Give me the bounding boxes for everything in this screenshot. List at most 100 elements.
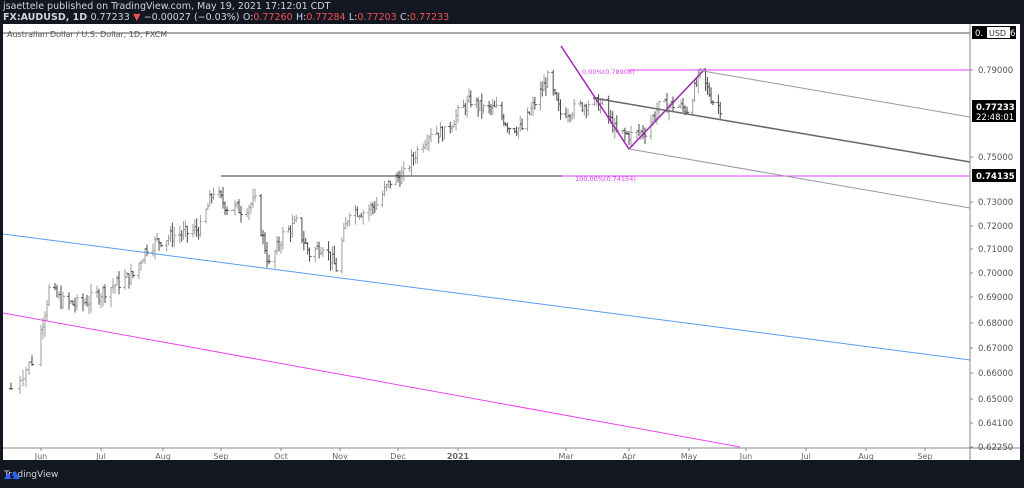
high-value: 0.77284	[306, 12, 346, 23]
ohlc-bar	[438, 121, 443, 138]
ohlc-bar	[57, 291, 61, 300]
ohlc-bar	[624, 130, 629, 136]
close-label: C:	[400, 12, 410, 23]
price-tick: 0.66000	[978, 369, 1013, 379]
ohlc-bar	[525, 107, 530, 131]
ohlc-bar	[225, 206, 229, 216]
ohlc-bar	[53, 283, 57, 291]
ohlc-bar	[545, 70, 550, 88]
pitchfork-path[interactable]	[560, 45, 704, 151]
ohlc-bar	[223, 201, 227, 216]
ohlc-bar	[109, 286, 113, 308]
ohlc-bar	[334, 257, 339, 272]
ohlc-bar	[239, 205, 243, 223]
ohlc-bar	[75, 294, 79, 311]
ohlc-bar	[442, 126, 447, 140]
ohlc-bar	[572, 99, 577, 120]
tradingview-logo-icon	[4, 471, 20, 479]
ohlc-bar	[718, 101, 723, 119]
price-tick: 0.71000	[978, 245, 1013, 255]
ohlc-bar	[131, 271, 135, 279]
price-tick: 0.79000	[978, 66, 1013, 76]
magenta-trendline[interactable]	[3, 312, 741, 448]
price-tick: 0.75000	[978, 153, 1013, 163]
pitchfork-upper[interactable]	[702, 70, 971, 118]
time-tick: May	[681, 452, 698, 460]
ohlc-bar	[89, 283, 93, 313]
ohlc-bar	[43, 311, 47, 337]
ohlc-bar	[454, 109, 459, 131]
ohlc-bar	[368, 201, 373, 217]
price-tick: 0.68000	[978, 319, 1013, 329]
ohlc-bar	[382, 181, 387, 197]
last-price: 0.77233	[90, 12, 130, 23]
publish-line: jsaettele published on TradingView.com, …	[3, 1, 331, 12]
ohlc-bar	[259, 193, 263, 237]
chart-title: Australian Dollar / U.S. Dollar, 1D, FXC…	[7, 30, 167, 39]
last-price-badge	[972, 100, 1016, 122]
ohlc-bar	[103, 284, 107, 303]
ohlc-bar	[21, 369, 25, 387]
ohlc-bar	[59, 285, 63, 310]
ohlc-bar	[532, 96, 537, 110]
chart-panel[interactable]: Australian Dollar / U.S. Dollar, 1D, FXC…	[3, 24, 1020, 460]
ohlc-bar	[367, 204, 371, 222]
ohlc-bar	[137, 262, 141, 279]
fib-100-label: 100.00%(0.74154)	[575, 175, 636, 183]
ohlc-bar	[328, 251, 333, 271]
ohlc-bar	[372, 201, 377, 214]
ohlc-bar	[380, 190, 385, 208]
blue-trendline[interactable]	[3, 233, 971, 361]
ohlc-bar	[353, 204, 358, 225]
low-label: L:	[348, 12, 358, 23]
price-tick: 0.72000	[978, 222, 1013, 232]
ohlc-bar	[568, 114, 573, 123]
ohlc-bar	[151, 243, 155, 257]
time-tick: Sep	[213, 452, 228, 460]
price-tick: 0.65000	[978, 395, 1013, 405]
ohlc-bars	[9, 68, 723, 395]
low-value: 0.77203	[357, 12, 397, 23]
ohlc-bar	[27, 361, 31, 375]
ohlc-bar	[388, 180, 393, 189]
time-tick: Aug	[858, 452, 874, 460]
ohlc-bar	[332, 245, 337, 265]
ohlc-bar	[47, 284, 51, 307]
ohlc-bar	[198, 215, 203, 237]
ohlc-bar	[622, 127, 627, 141]
currency-badge[interactable]	[987, 27, 1010, 38]
symbol: FX:AUDUSD, 1D	[3, 12, 88, 23]
ohlc-bar	[139, 259, 143, 271]
ohlc-bar	[450, 124, 455, 133]
time-tick: Jul	[95, 452, 106, 460]
ohlc-bar	[99, 292, 103, 309]
ohlc-bar	[507, 127, 512, 135]
ohlc-bar	[101, 285, 105, 307]
ohlc-bar	[318, 246, 323, 256]
ohlc-bar	[637, 123, 641, 137]
time-tick: Aug	[155, 452, 171, 460]
ohlc-bar	[155, 232, 159, 242]
ohlc-bar	[129, 263, 133, 285]
svg-text:0.: 0.	[975, 29, 983, 39]
tradingview-brand[interactable]: TradingView	[4, 470, 58, 480]
ohlc-bar	[468, 90, 473, 108]
ohlc-bar	[111, 277, 115, 294]
ohlc-bar	[481, 103, 486, 114]
ohlc-bar	[97, 288, 101, 305]
ohlc-bar	[677, 104, 681, 109]
price-tick: 0.62250	[978, 443, 1013, 453]
change: −0.00027 (−0.03%)	[143, 12, 240, 23]
pitchfork-median[interactable]	[592, 97, 971, 163]
price-chart[interactable]: Australian Dollar / U.S. Dollar, 1D, FXC…	[3, 24, 1020, 460]
time-tick: Apr	[622, 452, 637, 460]
close-value: 0.77233	[409, 12, 450, 23]
ohlc-bar	[361, 209, 366, 225]
time-tick: Oct	[274, 452, 288, 460]
ohlc-bar	[671, 96, 675, 113]
ohlc-bar	[584, 103, 589, 119]
pitchfork-lower[interactable]	[628, 148, 971, 209]
ohlc-bar	[409, 149, 414, 176]
ohlc-bar	[681, 97, 685, 113]
ohlc-bar	[265, 241, 269, 268]
